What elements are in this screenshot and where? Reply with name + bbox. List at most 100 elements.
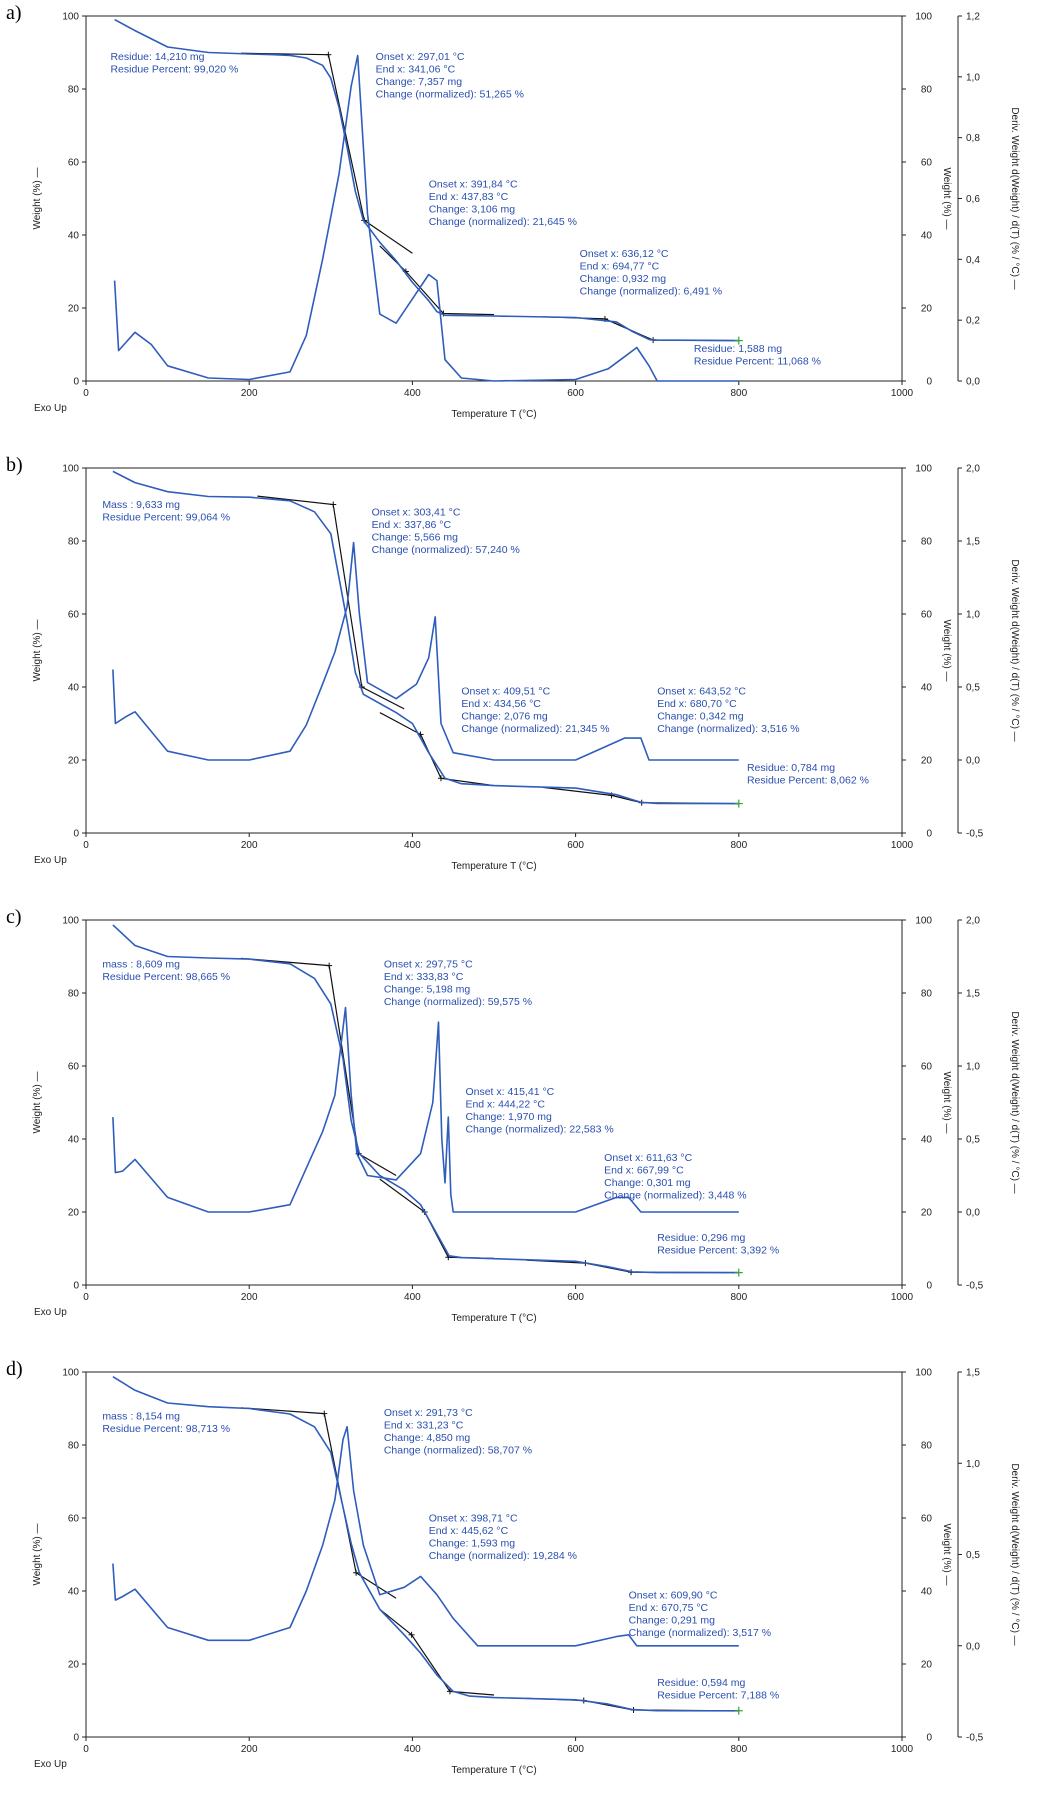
annotation-line: Change: 0,932 mg (580, 273, 667, 285)
y3-tick-label: 2,0 (966, 916, 980, 927)
onset-tangent-line (240, 1407, 397, 1599)
annotation-line: Change: 3,106 mg (429, 204, 516, 216)
derivative-weight-curve (112, 1006, 739, 1213)
annotation-line: Change: 1,593 mg (429, 1538, 516, 1550)
annotation-line: Change (normalized): 3,516 % (657, 723, 799, 735)
y3-tick-label: -0,5 (966, 1281, 984, 1292)
y-tick-label: 40 (68, 1587, 80, 1598)
annotation-line: Change (normalized): 58,707 % (384, 1444, 532, 1456)
annotation-line: Onset x: 398,71 °C (429, 1513, 518, 1525)
annotation-line: End x: 341,06 °C (376, 63, 456, 75)
exo-up-label: Exo Up (34, 1307, 67, 1318)
tga-panel: a) 0 200 400 600 800 1000 0 0 20 20 40 40 60 60 80 80 100… (0, 0, 1040, 440)
y2-tick-label: 100 (915, 916, 932, 927)
x-axis-title: Temperature T (°C) (451, 861, 536, 872)
y3-tick-label: -0,5 (966, 829, 984, 840)
x-tick-label: 0 (83, 1744, 89, 1755)
y-axis-title: Weight (%) — (32, 619, 43, 681)
y2-tick-label: 0 (926, 1281, 932, 1292)
x-tick-label: 600 (567, 1292, 584, 1303)
exo-up-label: Exo Up (34, 403, 67, 414)
y2-tick-label: 60 (921, 1514, 933, 1525)
annotation-line: Onset x: 297,01 °C (376, 51, 465, 63)
annotation-line: Onset x: 415,41 °C (465, 1086, 554, 1098)
x-tick-label: 600 (567, 388, 584, 399)
y3-tick-label: 1,5 (966, 537, 980, 548)
y3-tick-label: 0,4 (966, 255, 980, 266)
y2-tick-label: 20 (921, 1208, 933, 1219)
onset-tangent-line (526, 1259, 739, 1274)
y-tick-label: 80 (68, 85, 80, 96)
y2-tick-label: 20 (921, 1660, 933, 1671)
x-tick-label: 1000 (891, 1744, 914, 1755)
y3-tick-label: 2,0 (966, 464, 980, 475)
y-tick-label: 20 (68, 756, 80, 767)
x-tick-label: 200 (241, 840, 258, 851)
annotation-line: Change (normalized): 3,448 % (604, 1189, 746, 1201)
annotation-line: Onset x: 297,75 °C (384, 958, 473, 970)
y2-tick-label: 40 (921, 1587, 933, 1598)
y2-tick-label: 0 (926, 377, 932, 388)
annotation-line: Change (normalized): 51,265 % (376, 88, 524, 100)
annotation-line: Residue Percent: 98,713 % (102, 1423, 230, 1435)
annotation-line: End x: 445,62 °C (429, 1525, 509, 1537)
y2-tick-label: 80 (921, 85, 933, 96)
x-axis-title: Temperature T (°C) (451, 1765, 536, 1776)
annotation-line: Residue: 0,296 mg (657, 1232, 745, 1244)
y3-tick-label: 1,2 (966, 12, 980, 23)
annotation-line: Change: 0,301 mg (604, 1177, 691, 1189)
x-tick-label: 600 (567, 1744, 584, 1755)
annotation-line: Change (normalized): 21,345 % (461, 723, 609, 735)
annotation-line: Change: 0,342 mg (657, 710, 744, 722)
x-tick-label: 1000 (891, 388, 914, 399)
weight-loss-curve (112, 1376, 739, 1712)
y3-tick-label: 0,2 (966, 316, 980, 327)
y3-tick-label: -0,5 (966, 1733, 984, 1744)
annotation-line: Change (normalized): 3,517 % (629, 1627, 771, 1639)
annotation-line: End x: 694,77 °C (580, 260, 660, 272)
y2-axis-title: Weight (%) — (941, 619, 952, 681)
y3-tick-label: 0,5 (966, 1550, 980, 1561)
y2-tick-label: 40 (921, 1135, 933, 1146)
x-tick-label: 800 (730, 388, 747, 399)
onset-tangent-line (379, 1608, 495, 1696)
derivative-weight-curve (112, 541, 739, 761)
y3-tick-label: 1,0 (966, 72, 980, 83)
y3-tick-label: 0,0 (966, 1208, 980, 1219)
x-tick-label: 800 (730, 1292, 747, 1303)
annotation-line: Residue: 0,784 mg (747, 762, 835, 774)
annotation-line: Onset x: 291,73 °C (384, 1407, 473, 1419)
y3-tick-label: 1,5 (966, 989, 980, 1000)
y3-tick-label: 0,8 (966, 133, 980, 144)
annotation-line: End x: 337,86 °C (372, 519, 452, 531)
y3-tick-label: 0,0 (966, 756, 980, 767)
annotation-line: End x: 444,22 °C (465, 1099, 545, 1111)
onset-tangent-line (542, 786, 739, 805)
y-tick-label: 40 (68, 231, 80, 242)
y3-tick-label: 0,0 (966, 1641, 980, 1652)
annotation-line: Onset x: 636,12 °C (580, 248, 669, 260)
y3-axis-title: Deriv. Weight d(Weight) / d(T) (% / °C) … (1009, 1463, 1020, 1645)
annotation-line: Residue: 1,588 mg (694, 343, 782, 355)
annotation-line: End x: 331,23 °C (384, 1419, 464, 1431)
annotation-line: End x: 680,70 °C (657, 698, 737, 710)
x-tick-label: 1000 (891, 1292, 914, 1303)
y3-tick-label: 1,5 (966, 1368, 980, 1379)
x-tick-label: 800 (730, 840, 747, 851)
y-tick-label: 20 (68, 1208, 80, 1219)
y2-axis-title: Weight (%) — (941, 1071, 952, 1133)
annotation-line: Residue Percent: 99,020 % (110, 63, 238, 75)
y-tick-label: 20 (68, 1660, 80, 1671)
annotation-line: End x: 667,99 °C (604, 1164, 684, 1176)
annotation-line: End x: 670,75 °C (629, 1602, 709, 1614)
y3-axis-title: Deriv. Weight d(Weight) / d(T) (% / °C) … (1009, 559, 1020, 741)
y2-tick-label: 100 (915, 464, 932, 475)
y2-tick-label: 0 (926, 1733, 932, 1744)
tga-panel: d) 0 200 400 600 800 1000 0 0 20 20 40 40 60 60 80 80 100… (0, 1356, 1040, 1796)
x-tick-label: 400 (404, 1292, 421, 1303)
onset-tangent-line (379, 245, 495, 316)
x-tick-label: 0 (83, 388, 89, 399)
annotation-line: Residue Percent: 99,064 % (102, 512, 230, 524)
